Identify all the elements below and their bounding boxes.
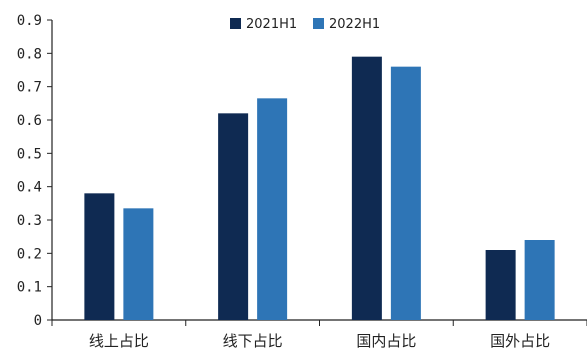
y-tick-label: 0.3 (17, 213, 42, 229)
legend-label: 2022H1 (329, 17, 380, 32)
x-category-label: 国内占比 (356, 332, 416, 349)
bar-2022H1-国内占比 (390, 66, 421, 321)
y-tick-label: 0.6 (17, 113, 42, 129)
bar-2022H1-线下占比 (257, 98, 288, 320)
y-tick-label: 0.5 (17, 146, 42, 162)
x-category-label: 国外占比 (490, 332, 550, 349)
bar-2021H1-线下占比 (218, 113, 249, 320)
y-tick-label: 0.2 (17, 246, 42, 262)
bar-2021H1-国内占比 (351, 56, 382, 321)
y-tick-label: 0.8 (17, 46, 42, 62)
legend-swatch (230, 18, 241, 29)
bar-2022H1-国外占比 (524, 240, 555, 320)
x-axis: 线上占比 线下占比 国内占比 国外占比 (51, 319, 587, 349)
legend-swatch (313, 18, 324, 29)
y-tick-label: 0.9 (17, 13, 42, 29)
bar-2022H1-线上占比 (123, 208, 154, 320)
x-category-label: 线上占比 (89, 332, 149, 349)
y-tick-label: 0.4 (17, 180, 42, 196)
bar-2021H1-线上占比 (84, 193, 115, 320)
chart-legend: 2021H1 2022H1 (230, 17, 380, 32)
y-tick-label: 0.7 (17, 80, 42, 96)
bar-2021H1-国外占比 (485, 250, 516, 320)
y-tick-label: 0 (34, 313, 42, 329)
y-tick-label: 0.1 (17, 280, 42, 296)
x-category-label: 线下占比 (223, 332, 283, 349)
y-axis: 0 0.1 0.2 0.3 0.4 0.5 0.6 0.7 0.8 0.9 (17, 13, 53, 329)
bars-group (84, 56, 555, 321)
legend-label: 2021H1 (246, 17, 297, 32)
